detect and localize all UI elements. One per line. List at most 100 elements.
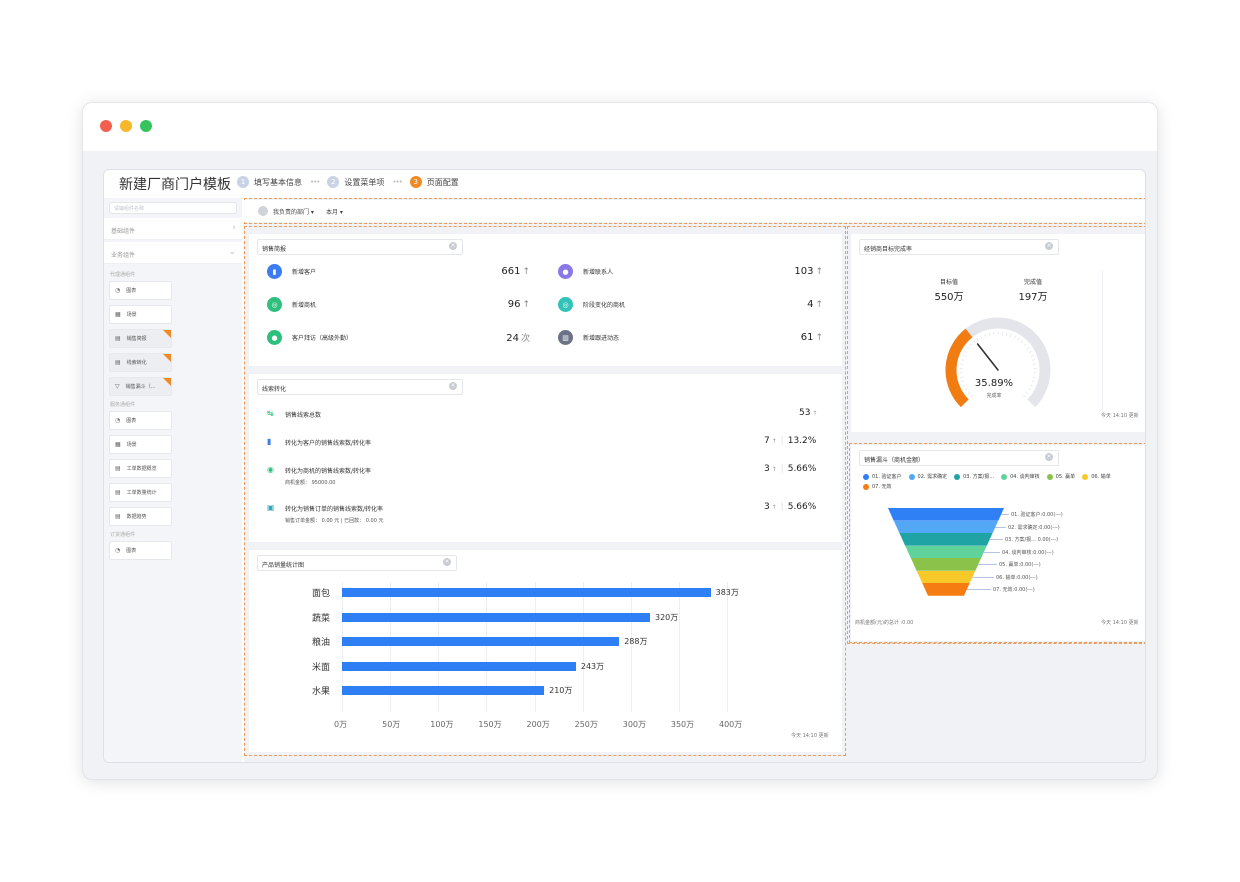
lead-count: 3 <box>764 464 770 474</box>
divider: | <box>780 436 784 446</box>
group-title: 服务通组件 <box>110 402 136 408</box>
metric-item: ◎ 新增商机 96 ↑ <box>267 297 532 312</box>
close-icon[interactable]: × <box>449 382 457 390</box>
window-titlebar <box>83 103 1157 151</box>
funnel-segment[interactable] <box>888 508 1004 521</box>
legend-swatch <box>908 473 915 480</box>
department-filter[interactable]: 我负责的部门 ▾ <box>273 209 314 216</box>
x-tick-label: 250万 <box>574 720 598 729</box>
funnel-segment[interactable] <box>916 570 976 584</box>
gridline <box>486 582 488 712</box>
category-label: 基础组件 <box>111 228 136 235</box>
scene-icon: ▦ <box>115 441 121 448</box>
component-item[interactable]: ◔ 图表 <box>109 281 172 300</box>
product-sales-chart-card[interactable]: 产品销量统计图 × 0万 50万 100万 150万 200万 250万 300万 350万 4… <box>249 550 842 752</box>
bar[interactable] <box>342 612 650 622</box>
gauge-tick <box>976 337 979 341</box>
gridline <box>390 582 392 712</box>
step-1[interactable]: 1 填写基本信息 <box>237 176 302 188</box>
arrow-up-icon: ↑ <box>522 267 530 277</box>
close-icon[interactable]: × <box>443 558 451 566</box>
sales-report-card[interactable]: 销售简报 × ▮ 新增客户 661 ↑ ● 新增联系人 103 ↑ ◎ 新增商机 96 ↑ ◎ 阶段变化的… <box>249 234 842 366</box>
legend-item[interactable]: 06. 输单 <box>1082 473 1111 480</box>
bar-value-label: 320万 <box>655 612 679 622</box>
component-item[interactable]: ▦ 场景 <box>109 305 172 324</box>
legend-item[interactable]: 03. 方案/报... <box>954 473 994 480</box>
funnel-segment[interactable] <box>893 520 999 534</box>
component-item[interactable]: ▤ 工单数量统计 <box>109 483 172 502</box>
added-flag-icon <box>163 354 171 362</box>
legend-label: 05. 赢单 <box>1055 474 1076 480</box>
chevron-down-icon: ⌄ <box>228 247 236 257</box>
component-item[interactable]: ▤ 数据趋势 <box>109 507 172 526</box>
arrow-up-icon: ↑ <box>522 300 530 310</box>
bar[interactable] <box>342 686 545 695</box>
bar-category-label: 粮油 <box>311 638 330 648</box>
gridline <box>582 582 584 712</box>
x-tick-label: 0万 <box>334 720 348 729</box>
legend-item[interactable]: 04. 谈判审核 <box>1001 473 1040 480</box>
gauge-progress <box>945 328 973 408</box>
lead-sub-info: 商机金额： 95000.00 <box>285 480 336 486</box>
bar-category-label: 水果 <box>311 687 330 697</box>
component-item[interactable]: ▦ 场景 <box>109 435 172 454</box>
legend-label: 01. 验证客户 <box>872 474 902 480</box>
component-item[interactable]: ▤ 线索转化 <box>109 353 172 372</box>
metric-icon: ▥ <box>558 330 573 345</box>
funnel-leader-line <box>984 551 1000 553</box>
funnel-segment[interactable] <box>922 583 970 596</box>
legend-item[interactable]: 07. 无效 <box>863 483 892 490</box>
minimize-window-button[interactable] <box>120 120 132 132</box>
funnel-stage-label: 02. 需求确定:0.00(---) <box>1008 524 1060 531</box>
legend-item[interactable]: 02. 需求确定 <box>908 473 947 480</box>
close-icon[interactable]: × <box>449 242 457 250</box>
maximize-window-button[interactable] <box>140 120 152 132</box>
category-business[interactable]: 业务组件 ⌄ <box>104 242 242 264</box>
arrow-up-icon: ↑ <box>810 410 818 417</box>
lead-value: 3 ↑ | 5.66% <box>764 502 816 512</box>
component-item[interactable]: ▽ 销售漏斗（... <box>109 377 172 396</box>
metric-icon: ● <box>558 264 573 279</box>
metric-item: ● 客户拜访（高级外勤） 24 次 <box>267 330 532 345</box>
bar[interactable] <box>342 637 620 646</box>
gauge-tick <box>1022 394 1026 398</box>
funnel-leader-line <box>966 589 991 591</box>
bar[interactable] <box>342 661 576 671</box>
report-icon: ▤ <box>115 359 121 366</box>
funnel-segment[interactable] <box>899 533 993 546</box>
step-2[interactable]: 2 设置菜单项 <box>327 176 384 188</box>
component-grid: ◔ 图表 ▦ 场景 ▤ 销售简报 ▤ 线索转化 ▽ 销售漏斗（... <box>104 281 242 396</box>
funnel-segment[interactable] <box>905 545 987 559</box>
close-icon[interactable]: × <box>1045 242 1053 250</box>
gauge-tick <box>1032 359 1036 361</box>
x-tick-label: 400万 <box>719 720 743 729</box>
lead-conversion-card[interactable]: 线索转化 × ↹ 销售线索总数 53 ↑ ▮ 转化为客户的销售线索数/转化率 7 ↑ | 13… <box>249 374 842 542</box>
period-filter[interactable]: 本月 ▾ <box>326 209 343 216</box>
bar[interactable] <box>342 588 711 597</box>
funnel-segment[interactable] <box>910 558 982 571</box>
editor-header: 新建厂商门户模板 1 填写基本信息 ••• 2 设置菜单项 ••• 3 页面配置 <box>104 170 1145 198</box>
component-search-input[interactable]: 请输组件名称 <box>109 202 237 214</box>
close-icon[interactable]: × <box>1045 453 1053 461</box>
gauge-tick <box>1032 376 1036 378</box>
component-item[interactable]: ▤ 销售简报 <box>109 329 172 348</box>
lead-label: 销售线索总数 <box>285 412 322 419</box>
divider <box>1102 270 1103 418</box>
metric-label: 新增联系人 <box>583 269 614 276</box>
gauge-tick <box>980 335 983 339</box>
legend-item[interactable]: 01. 验证客户 <box>863 473 902 480</box>
step-3[interactable]: 3 页面配置 <box>409 176 459 188</box>
close-window-button[interactable] <box>100 120 112 132</box>
done-label: 完成值 <box>1023 279 1042 286</box>
target-completion-card[interactable]: 经销商目标完成率 × 目标值 550万 完成值 197万 35.89% 完成率 … <box>851 234 1145 432</box>
category-basic[interactable]: 基础组件 › <box>104 218 242 240</box>
sales-funnel-card[interactable]: 销售漏斗（商机金额） × 01. 验证客户 02. 需求确定 03. 方案/报...… <box>851 445 1145 641</box>
category-label: 业务组件 <box>111 252 136 259</box>
component-item[interactable]: ◔ 图表 <box>109 411 172 430</box>
legend-item[interactable]: 05. 赢单 <box>1046 473 1076 480</box>
portal-editor: 新建厂商门户模板 1 填写基本信息 ••• 2 设置菜单项 ••• 3 页面配置 <box>103 169 1146 763</box>
funnel-leader-line <box>989 539 1003 541</box>
funnel-stage-label: 06. 输单:0.00(---) <box>996 574 1038 581</box>
component-item[interactable]: ◔ 图表 <box>109 541 172 560</box>
component-item[interactable]: ▤ 工单数据概览 <box>109 459 172 478</box>
